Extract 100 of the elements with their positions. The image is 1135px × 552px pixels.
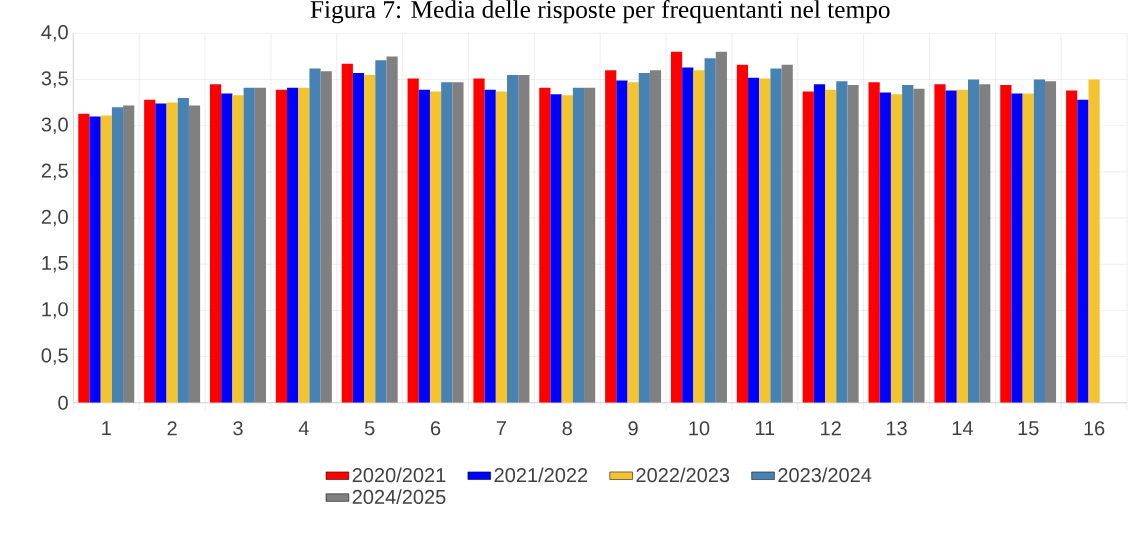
bar [539, 87, 551, 403]
y-tick-label: 1,5 [42, 256, 68, 273]
x-tick-label: 14 [952, 421, 973, 435]
bar [254, 87, 266, 403]
bar [89, 116, 101, 403]
bar [210, 84, 222, 403]
y-tick-label: 1,0 [42, 302, 68, 319]
bar [836, 81, 848, 403]
bar [704, 58, 716, 403]
bar [1077, 99, 1089, 403]
legend-label: 2024/2025 [352, 489, 446, 504]
x-tick-label: 6 [431, 421, 441, 436]
bar [1045, 81, 1057, 403]
bar [550, 94, 562, 403]
bar [364, 74, 376, 403]
legend-label: 2021/2022 [494, 467, 588, 483]
y-tick-label: 2,5 [41, 163, 68, 181]
bar [243, 87, 255, 403]
bar [375, 60, 387, 403]
x-tick-label: 8 [562, 421, 572, 436]
bar [682, 67, 694, 403]
legend-label: 2022/2023 [636, 467, 730, 483]
bar [495, 91, 507, 403]
bar [934, 84, 946, 403]
bar [616, 80, 628, 403]
bar [1022, 93, 1034, 403]
bar [78, 113, 90, 403]
x-tick-label: 11 [755, 421, 775, 435]
x-tick-label: 2 [167, 421, 177, 436]
bar [341, 63, 353, 403]
bar [781, 64, 793, 403]
bar [166, 102, 178, 403]
bar [111, 107, 124, 403]
bar [967, 79, 980, 403]
y-tick-label: 2,0 [41, 209, 68, 227]
bar [144, 99, 156, 403]
bar [572, 87, 585, 403]
bar [484, 89, 496, 403]
x-tick-label: 13 [886, 421, 907, 436]
bar [1011, 93, 1023, 403]
bar [979, 84, 991, 403]
bar [890, 94, 903, 403]
bar [670, 51, 683, 403]
x-tick-label: 1 [102, 421, 111, 435]
bar [945, 90, 957, 403]
bar [868, 82, 880, 403]
x-tick-label: 15 [1018, 421, 1039, 436]
bar [736, 64, 749, 403]
bar [518, 74, 530, 403]
bar [188, 105, 201, 403]
x-tick-label: 5 [364, 421, 375, 436]
bar [309, 68, 321, 403]
bar [441, 82, 453, 403]
x-tick-label: 9 [628, 421, 638, 436]
bar [1066, 90, 1078, 403]
bar [452, 82, 464, 403]
bar [275, 89, 288, 403]
bar [429, 91, 442, 403]
chart-title: Figura 7: Media delle risposte per frequentanti nel tempo [310, 0, 890, 24]
x-tick-label: 16 [1084, 421, 1105, 436]
bar [287, 87, 299, 403]
bar [155, 103, 167, 403]
bar [825, 89, 837, 403]
x-tick-label: 10 [689, 421, 710, 436]
bar [100, 115, 112, 403]
bar [693, 70, 705, 403]
x-tick-label: 7 [496, 421, 506, 435]
x-tick-label: 4 [298, 421, 309, 435]
y-tick-label: 4,0 [41, 25, 68, 42]
bar [605, 70, 617, 403]
bar [813, 84, 826, 403]
bar [759, 78, 771, 403]
bar [847, 84, 859, 403]
bar [507, 74, 519, 403]
bar [352, 72, 365, 403]
bar [1033, 79, 1046, 403]
bar [386, 56, 398, 403]
bar [649, 70, 662, 403]
bar [913, 88, 925, 403]
bar [177, 97, 189, 403]
y-tick-label: 3,5 [41, 71, 68, 88]
bar [221, 93, 233, 403]
bar [627, 82, 639, 403]
legend-label: 2020/2021 [352, 467, 446, 483]
bar [1000, 84, 1012, 403]
bar [407, 78, 419, 403]
bar [418, 89, 430, 403]
bar [902, 84, 914, 403]
bar [1088, 79, 1100, 403]
y-tick-label: 3,0 [41, 117, 68, 134]
bar [584, 87, 596, 403]
bar [956, 89, 968, 403]
x-tick-label: 3 [233, 421, 243, 436]
bar [715, 51, 727, 403]
x-tick-label: 12 [821, 421, 841, 436]
bar [123, 105, 135, 403]
legend-label: 2023/2024 [778, 467, 872, 483]
y-tick-label: 0 [58, 395, 68, 410]
bar [802, 91, 814, 403]
bar [561, 95, 573, 403]
